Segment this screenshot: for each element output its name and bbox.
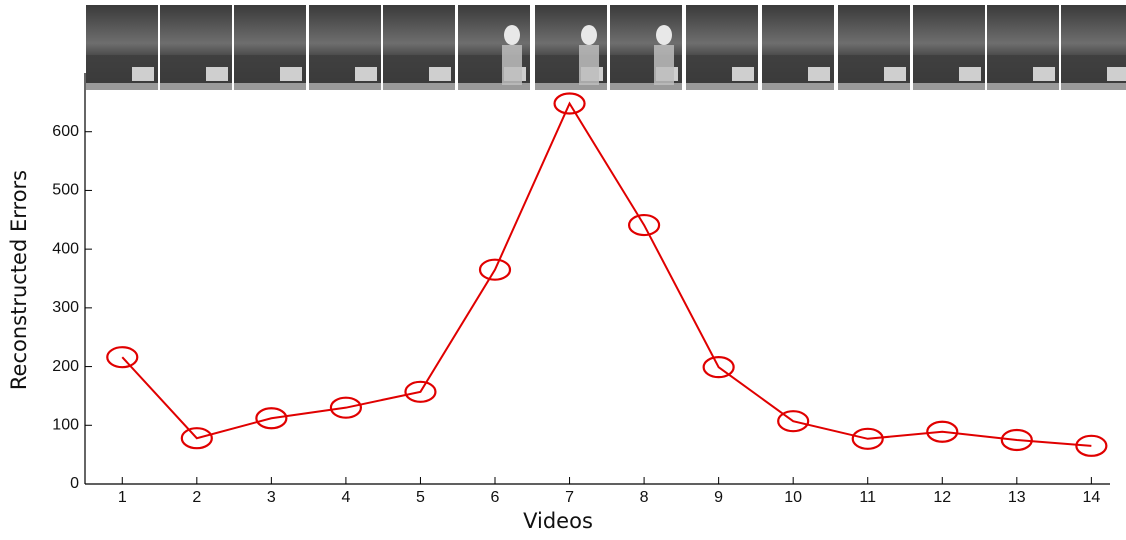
y-tick-label: 500 [52,182,79,199]
x-axis-title: Videos [523,509,593,533]
data-point [627,213,661,237]
thumbnail [535,5,607,90]
x-tick-label: 13 [1008,489,1026,506]
data-point [478,258,512,281]
thumbnail [987,5,1059,90]
data-point [926,420,959,443]
y-tick-label: 600 [52,123,79,140]
x-tick-label: 11 [859,489,876,506]
data-point [404,380,437,403]
x-tick-label: 9 [714,489,723,506]
x-tick-label: 1 [118,489,127,506]
thumbnail [610,5,682,90]
x-tick-label: 12 [933,489,951,506]
y-tick-label: 400 [52,240,79,257]
data-point [106,346,139,369]
data-point [1075,434,1108,457]
data-point [329,396,363,419]
y-axis-title: Reconstructed Errors [7,170,31,390]
x-tick-label: 14 [1082,489,1100,506]
data-point [1000,428,1033,452]
thumbnail [160,5,232,90]
thumbnail [86,5,158,90]
data-point [553,92,586,115]
x-tick-label: 10 [784,489,802,506]
x-tick-label: 7 [565,489,574,506]
video-thumbnails [86,5,1126,90]
thumbnail [458,5,530,90]
x-tick-label: 5 [416,489,425,506]
data-point [180,427,213,450]
series-line [121,101,1092,447]
thumbnail [383,5,455,90]
axes [84,73,1110,485]
data-point [255,407,288,430]
x-tick-label: 6 [491,489,500,506]
x-tick-label: 2 [192,489,201,506]
y-tick-label: 100 [52,417,79,434]
thumbnail [686,5,758,90]
thumbnail [913,5,985,90]
y-tick-label: 300 [52,299,79,316]
thumbnail [838,5,910,90]
x-tick-label: 4 [341,489,350,506]
x-tick-label: 8 [640,489,649,506]
thumbnail [762,5,834,90]
data-point [777,410,810,433]
thumbnail [309,5,381,90]
thumbnail [1061,5,1126,90]
x-tick-label: 3 [267,489,276,506]
data-point [851,427,884,450]
thumbnail [234,5,306,90]
data-point [702,356,735,379]
y-tick-label: 200 [52,358,79,375]
y-tick-label: 0 [70,475,79,492]
